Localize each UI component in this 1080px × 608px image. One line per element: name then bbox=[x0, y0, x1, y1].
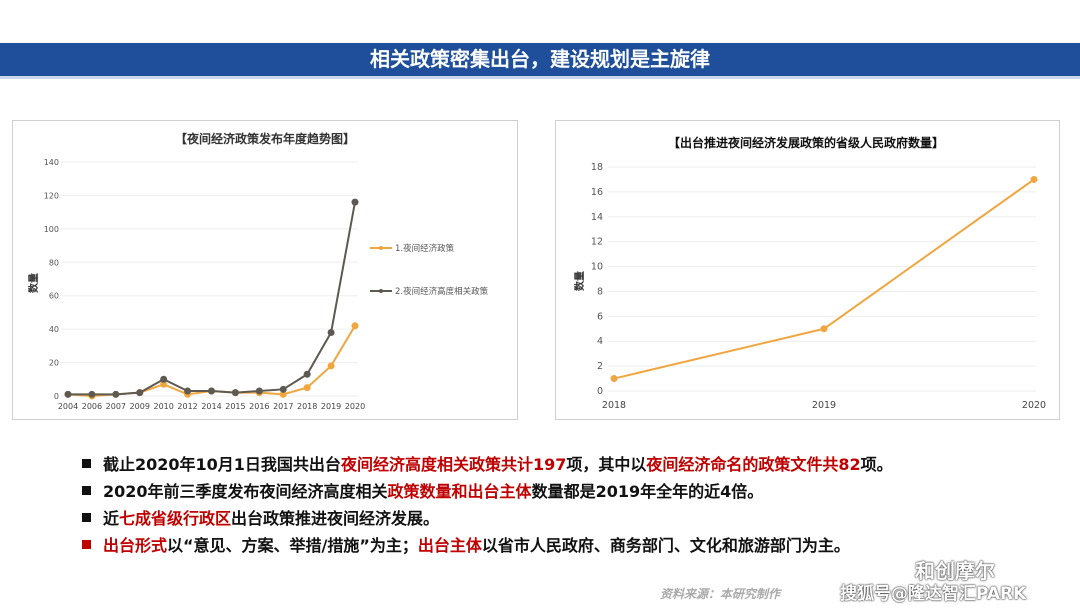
watermark-brand: 和创摩尔 bbox=[915, 559, 995, 583]
chart-title: 【出台推进夜间经济发展政策的省级人民政府数量】 bbox=[668, 135, 944, 150]
y-tick-label: 6 bbox=[597, 311, 603, 322]
highlight-text: 出台形式 bbox=[103, 536, 168, 555]
bullet-square-icon bbox=[82, 459, 91, 468]
x-tick-label: 2015 bbox=[225, 402, 245, 411]
bullet-text: 项。 bbox=[860, 455, 893, 474]
x-tick-label: 2018 bbox=[602, 400, 626, 411]
watermark-source: 资料来源：本研究制作 bbox=[660, 587, 781, 601]
highlight-text: 夜间经济高度相关政策共计197 bbox=[340, 455, 567, 474]
bullet-square-icon bbox=[82, 486, 91, 495]
x-tick-label: 2010 bbox=[153, 402, 173, 411]
highlight-text: 七成省级行政区 bbox=[119, 509, 232, 528]
data-point bbox=[303, 384, 311, 392]
data-point bbox=[279, 390, 287, 398]
y-tick-label: 120 bbox=[44, 191, 59, 200]
bullet-item: 出台形式以“意见、方案、举措/措施”为主；出台主体以省市人民政府、商务部门、文化… bbox=[82, 536, 850, 556]
bullet-text: 2020年前三季度发布夜间经济高度相关 bbox=[103, 482, 388, 501]
bullet-text: 近 bbox=[103, 509, 120, 528]
chart-title: 【夜间经济政策发布年度趋势图】 bbox=[175, 131, 355, 146]
data-point bbox=[1030, 175, 1038, 183]
x-tick-label: 2009 bbox=[130, 402, 150, 411]
y-tick-label: 8 bbox=[597, 286, 603, 297]
series-line bbox=[67, 325, 356, 398]
y-axis-label: 数量 bbox=[27, 273, 40, 293]
x-tick-label: 2012 bbox=[177, 402, 197, 411]
data-point bbox=[820, 325, 828, 333]
bullet-text: 截止2020年10月1日我国共出台 bbox=[103, 455, 341, 474]
data-point bbox=[64, 390, 72, 398]
data-point bbox=[279, 385, 287, 393]
bullet-text: 以“意见、方案、举措/措施”为主； bbox=[167, 536, 418, 555]
bullet-text: 以省市人民政府、商务部门、文化和旅游部门为主。 bbox=[481, 536, 850, 555]
y-tick-label: 60 bbox=[49, 292, 59, 301]
y-tick-label: 0 bbox=[54, 392, 59, 401]
bullet-text: 出台政策推进夜间经济发展。 bbox=[231, 509, 440, 528]
y-tick-label: 10 bbox=[591, 262, 603, 273]
x-tick-label: 2020 bbox=[1022, 400, 1046, 411]
x-tick-label: 2016 bbox=[249, 402, 269, 411]
highlight-text: 夜间经济命名的政策文件共82 bbox=[646, 455, 861, 474]
bullet-square-icon bbox=[82, 540, 91, 549]
x-tick-label: 2018 bbox=[297, 402, 317, 411]
data-point bbox=[255, 387, 263, 395]
legend-marker bbox=[379, 289, 383, 293]
y-tick-label: 100 bbox=[44, 225, 59, 234]
data-point bbox=[351, 198, 359, 206]
series-line bbox=[68, 201, 356, 396]
bullet-text: 数量都是2019年全年的近4倍。 bbox=[531, 482, 764, 501]
y-axis-label: 数量 bbox=[573, 271, 586, 291]
bullet-item: 截止2020年10月1日我国共出台夜间经济高度相关政策共计197项，其中以夜间经… bbox=[82, 455, 893, 475]
highlight-text: 政策数量和出台主体 bbox=[387, 482, 532, 501]
highlight-text: 出台主体 bbox=[417, 536, 482, 555]
province-chart: 【出台推进夜间经济发展政策的省级人民政府数量】 数量 0 2 4 6 8 10 12 14 16… bbox=[573, 135, 1046, 411]
x-tick-label: 2019 bbox=[812, 400, 836, 411]
data-point bbox=[231, 389, 239, 397]
bullet-square-icon bbox=[82, 513, 91, 522]
bullet-item: 近七成省级行政区出台政策推进夜间经济发展。 bbox=[82, 509, 439, 529]
data-point bbox=[88, 390, 96, 398]
y-tick-label: 80 bbox=[49, 258, 59, 267]
chart-right: 【出台推进夜间经济发展政策的省级人民政府数量】 数量 0 2 4 6 8 10 12 14 16… bbox=[555, 120, 1060, 420]
y-tick-label: 0 bbox=[597, 386, 603, 397]
x-tick-label: 2017 bbox=[273, 402, 293, 411]
data-point bbox=[160, 375, 168, 383]
data-point bbox=[303, 370, 311, 378]
y-tick-label: 18 bbox=[591, 162, 603, 173]
x-tick-label: 2019 bbox=[321, 402, 341, 411]
legend-label: 1.夜间经济政策 bbox=[395, 243, 455, 254]
chart-left: 【夜间经济政策发布年度趋势图】 数量 0 20 40 60 80 100 120 140 200… bbox=[12, 120, 518, 420]
data-point bbox=[327, 362, 335, 370]
y-tick-label: 2 bbox=[597, 361, 603, 372]
x-tick-label: 2007 bbox=[106, 402, 126, 411]
y-tick-label: 12 bbox=[591, 237, 603, 248]
data-point bbox=[208, 387, 215, 395]
bullet-text: 项，其中以 bbox=[566, 455, 647, 474]
trend-chart: 【夜间经济政策发布年度趋势图】 数量 0 20 40 60 80 100 120 140 200… bbox=[27, 131, 489, 411]
data-point bbox=[136, 389, 144, 397]
x-tick-label: 2006 bbox=[82, 402, 102, 411]
x-tick-label: 2014 bbox=[201, 402, 221, 411]
data-point bbox=[351, 322, 359, 330]
data-point bbox=[160, 380, 168, 388]
legend-label: 2.夜间经济高度相关政策 bbox=[395, 286, 489, 297]
data-point bbox=[327, 328, 335, 336]
series-line bbox=[613, 178, 1035, 380]
y-tick-label: 16 bbox=[591, 187, 603, 198]
y-tick-label: 40 bbox=[49, 325, 59, 334]
bullet-item: 2020年前三季度发布夜间经济高度相关政策数量和出台主体数量都是2019年全年的… bbox=[82, 482, 763, 502]
y-tick-label: 4 bbox=[597, 336, 603, 347]
y-tick-label: 20 bbox=[49, 359, 59, 368]
data-point bbox=[184, 387, 192, 395]
data-point bbox=[610, 375, 618, 383]
x-tick-label: 2020 bbox=[345, 402, 365, 411]
legend-marker bbox=[379, 246, 383, 250]
watermark-sohu: 搜狐号@隆达智汇PARK bbox=[840, 584, 1027, 604]
y-tick-label: 14 bbox=[591, 212, 603, 223]
data-point bbox=[112, 390, 120, 398]
y-tick-label: 140 bbox=[44, 158, 59, 167]
x-tick-label: 2004 bbox=[58, 402, 78, 411]
page-title: 相关政策密集出台，建设规划是主旋律 bbox=[370, 47, 710, 71]
header-band: 相关政策密集出台，建设规划是主旋律 bbox=[0, 43, 1080, 79]
